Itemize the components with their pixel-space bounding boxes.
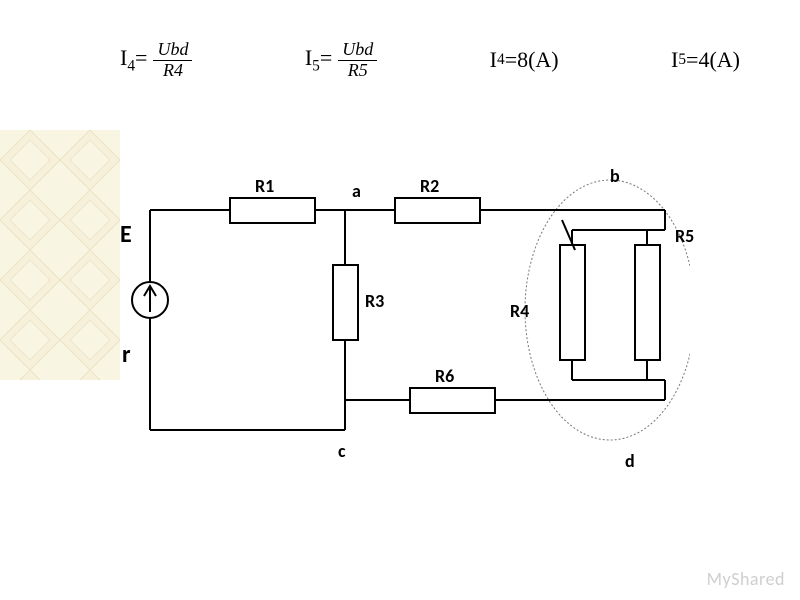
formula-i4: I4= Ubd R4 [120, 40, 192, 81]
label-r6: R6 [435, 365, 454, 387]
resistor-r4 [560, 245, 585, 360]
label-r2: R2 [420, 175, 439, 197]
watermark: MyShared [707, 568, 785, 590]
label-r-internal: r [122, 340, 131, 369]
formula-i5: I5= Ubd R5 [305, 40, 377, 81]
circuit-svg [130, 150, 690, 500]
label-r1: R1 [255, 175, 274, 197]
label-r5: R5 [675, 225, 694, 247]
i5-label: I5= [305, 45, 332, 75]
left-decoration [0, 130, 120, 380]
formulas-row: I4= Ubd R4 I5= Ubd R5 I4 =8(A) I5 =4(A) [120, 40, 740, 81]
i5-fraction: Ubd R5 [338, 40, 377, 81]
node-a: a [352, 180, 361, 202]
label-r4: R4 [510, 300, 529, 322]
resistor-r3 [333, 265, 358, 340]
i4-fraction: Ubd R4 [153, 40, 192, 81]
resistor-r2 [395, 198, 480, 223]
formula-i5-value: I5 =4(A) [671, 40, 740, 81]
resistor-r1 [230, 198, 315, 223]
node-d: d [625, 450, 635, 472]
formula-i4-value: I4 =8(A) [490, 40, 559, 81]
node-c: c [338, 440, 346, 462]
i4-label: I4= [120, 45, 147, 75]
resistor-r6 [410, 388, 495, 413]
circuit-diagram: R1 a R2 b R5 R4 R3 E r R6 c d [130, 150, 690, 500]
label-e: E [120, 220, 132, 249]
node-b: b [610, 165, 620, 187]
label-r3: R3 [365, 290, 384, 312]
resistor-r5 [635, 245, 660, 360]
